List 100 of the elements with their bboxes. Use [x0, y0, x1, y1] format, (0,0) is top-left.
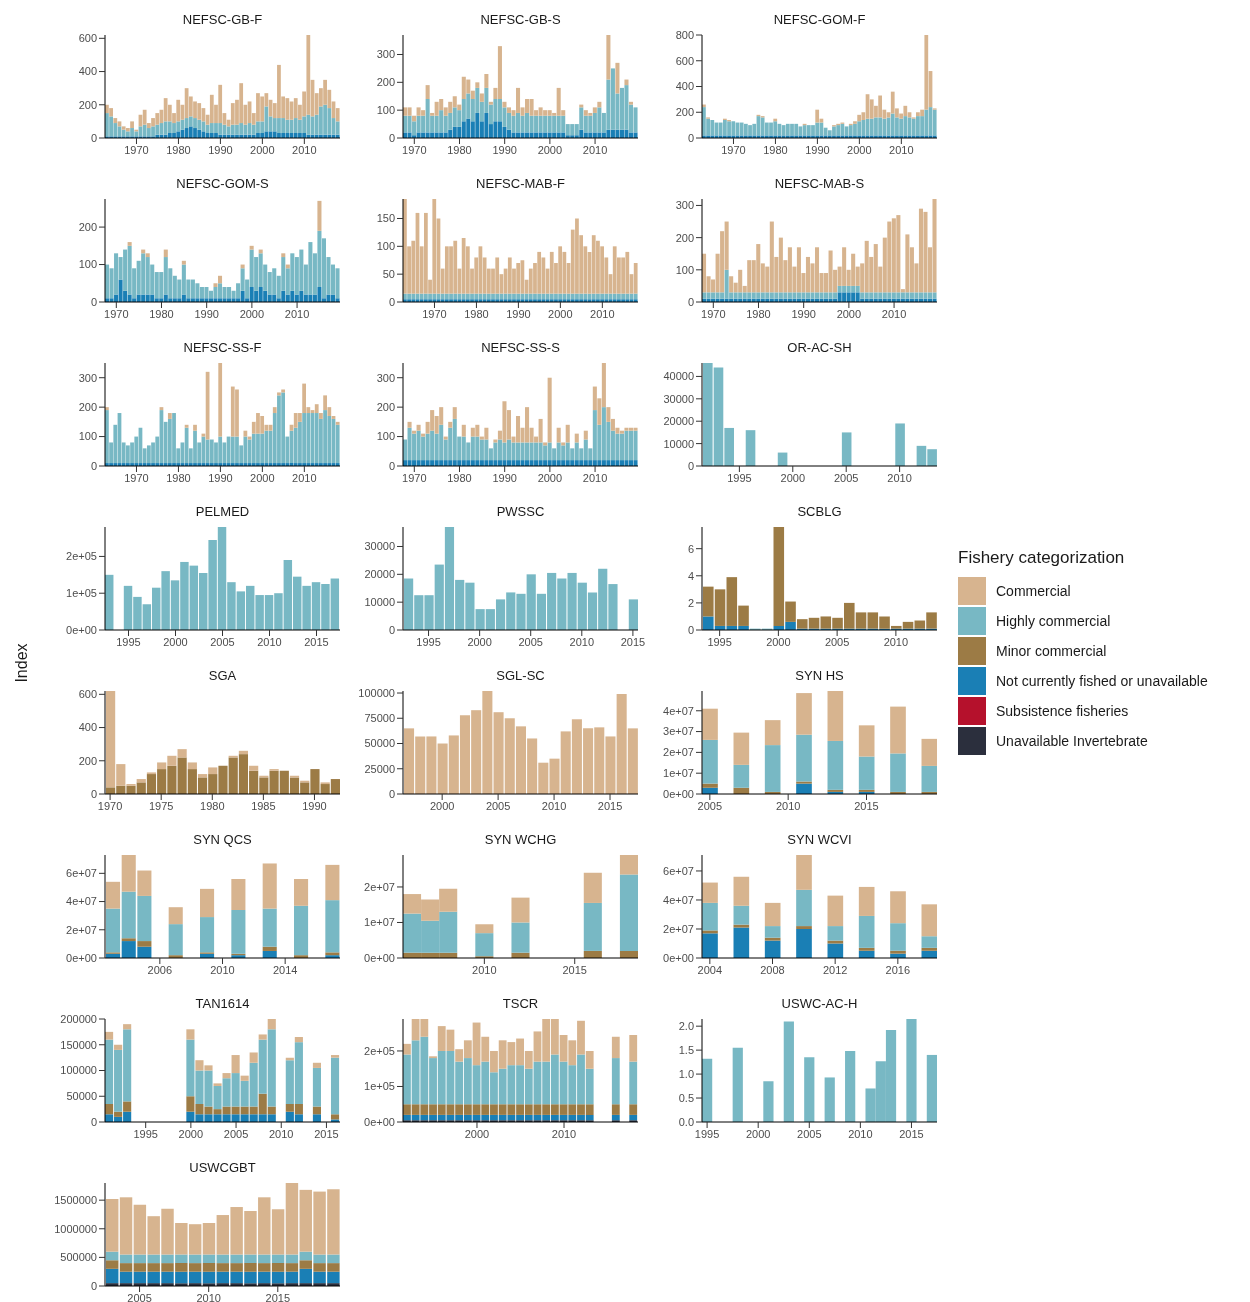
chart-title: SGL-SC [495, 667, 546, 685]
y-tick-label: 100 [376, 430, 395, 443]
chart-title: SYN WCHG [483, 831, 558, 849]
x-tick-label: 2000 [537, 143, 563, 156]
legend-label: Minor commercial [996, 643, 1107, 659]
y-tick-label: 200 [675, 231, 694, 244]
x-tick-label: 1990 [805, 143, 830, 156]
y-tick-label: 75000 [364, 712, 395, 725]
x-tick-label: 2015 [620, 635, 646, 648]
chart-title: NEFSC-GB-F [181, 11, 264, 29]
x-tick-label: 2010 [582, 143, 608, 156]
x-tick-label: 2015 [854, 799, 879, 812]
y-tick-label: 2e+07 [66, 923, 97, 936]
x-tick-label: 2005 [210, 635, 235, 648]
x-tick-label: 2010 [196, 1291, 221, 1302]
y-tick-label: 400 [78, 65, 97, 78]
chart-title: SCBLG [796, 503, 843, 521]
x-tick-label: 2010 [472, 963, 497, 976]
y-tick-label: 0.5 [678, 1091, 694, 1104]
y-tick-label: 0 [388, 131, 395, 144]
x-tick-label: 2010 [569, 635, 595, 648]
chart-title: NEFSC-GOM-S [175, 175, 270, 193]
x-tick-label: 2000 [250, 471, 275, 484]
y-tick-label: 500000 [60, 1251, 97, 1264]
y-tick-label: 0e+00 [66, 623, 97, 636]
y-tick-label: 0 [90, 459, 97, 472]
y-tick-label: 0 [388, 295, 395, 308]
y-tick-label: 400 [78, 721, 97, 734]
y-tick-label: 150000 [60, 1038, 97, 1051]
legend-label: Unavailable Invertebrate [996, 733, 1148, 749]
chart-title: TSCR [501, 995, 540, 1013]
x-tick-label: 2010 [775, 799, 801, 812]
x-tick-label: 2000 [847, 143, 872, 156]
x-tick-label: 2010 [887, 471, 912, 484]
chart-title: SGA [207, 667, 238, 685]
y-tick-label: 200 [376, 401, 395, 414]
x-tick-label: 2000 [163, 635, 188, 648]
x-tick-label: 2014 [272, 963, 298, 976]
y-tick-label: 0e+00 [364, 1115, 395, 1128]
x-tick-label: 2000 [250, 143, 275, 156]
legend-label: Not currently fished or unavailable [996, 673, 1208, 689]
x-tick-label: 1990 [492, 143, 517, 156]
y-tick-label: 1e+05 [66, 587, 97, 600]
y-tick-label: 2 [687, 596, 694, 609]
x-tick-label: 2010 [889, 143, 914, 156]
chart-title: NEFSC-MAB-S [773, 175, 866, 193]
chart-title: SYN QCS [192, 831, 253, 849]
y-tick-label: 40000 [663, 370, 694, 383]
x-tick-label: 2010 [257, 635, 282, 648]
y-tick-label: 0 [90, 131, 97, 144]
y-tick-label: 20000 [663, 415, 694, 428]
y-tick-label: 4e+07 [66, 895, 97, 908]
y-tick-label: 50000 [66, 1090, 97, 1103]
x-tick-label: 1980 [447, 471, 472, 484]
y-tick-label: 0 [90, 787, 97, 800]
x-tick-label: 1995 [416, 635, 441, 648]
x-tick-label: 2005 [833, 471, 859, 484]
y-tick-label: 0e+00 [66, 951, 97, 964]
y-tick-label: 100 [78, 258, 97, 271]
x-tick-label: 1970 [124, 143, 149, 156]
y-tick-label: 6 [687, 542, 694, 555]
y-tick-label: 2e+07 [364, 880, 395, 893]
y-tick-label: 0 [388, 459, 395, 472]
y-tick-label: 800 [675, 28, 694, 41]
y-tick-label: 2.0 [678, 1020, 694, 1033]
x-tick-label: 2000 [780, 471, 806, 484]
y-tick-label: 2e+07 [663, 746, 694, 759]
x-tick-label: 2005 [824, 635, 850, 648]
x-tick-label: 2000 [548, 307, 573, 320]
x-tick-label: 2010 [590, 307, 615, 320]
x-tick-label: 2015 [597, 799, 623, 812]
y-tick-label: 0 [687, 623, 694, 636]
legend-title: Fishery categorization [958, 548, 1126, 568]
y-tick-label: 0 [90, 295, 97, 308]
legend-label: Subsistence fisheries [996, 703, 1129, 719]
x-tick-label: 1970 [721, 143, 746, 156]
y-tick-label: 0 [388, 787, 395, 800]
y-tick-label: 10000 [364, 596, 395, 609]
y-tick-label: 1e+07 [663, 767, 694, 780]
x-tick-label: 2000 [836, 307, 862, 320]
y-tick-label: 150 [376, 212, 395, 225]
x-tick-label: 2005 [223, 1127, 249, 1140]
y-axis-title: Index [12, 643, 31, 683]
x-tick-label: 2010 [269, 1127, 294, 1140]
y-tick-label: 100000 [60, 1064, 97, 1077]
x-tick-label: 1970 [422, 307, 447, 320]
y-tick-label: 0e+00 [663, 787, 694, 800]
x-tick-label: 2000 [745, 1127, 771, 1140]
y-tick-label: 200 [78, 754, 97, 767]
chart-title: NEFSC-GOM-F [772, 11, 867, 29]
y-tick-label: 1500000 [54, 1194, 97, 1207]
y-tick-label: 25000 [364, 762, 395, 775]
y-tick-label: 4e+07 [663, 893, 694, 906]
x-tick-label: 2010 [582, 471, 608, 484]
y-tick-label: 300 [675, 199, 694, 212]
y-tick-label: 0 [388, 623, 395, 636]
y-tick-label: 4 [687, 569, 694, 582]
x-tick-label: 2010 [292, 143, 317, 156]
y-tick-label: 200 [376, 76, 395, 89]
chart-title: SYN WCVI [786, 831, 853, 849]
